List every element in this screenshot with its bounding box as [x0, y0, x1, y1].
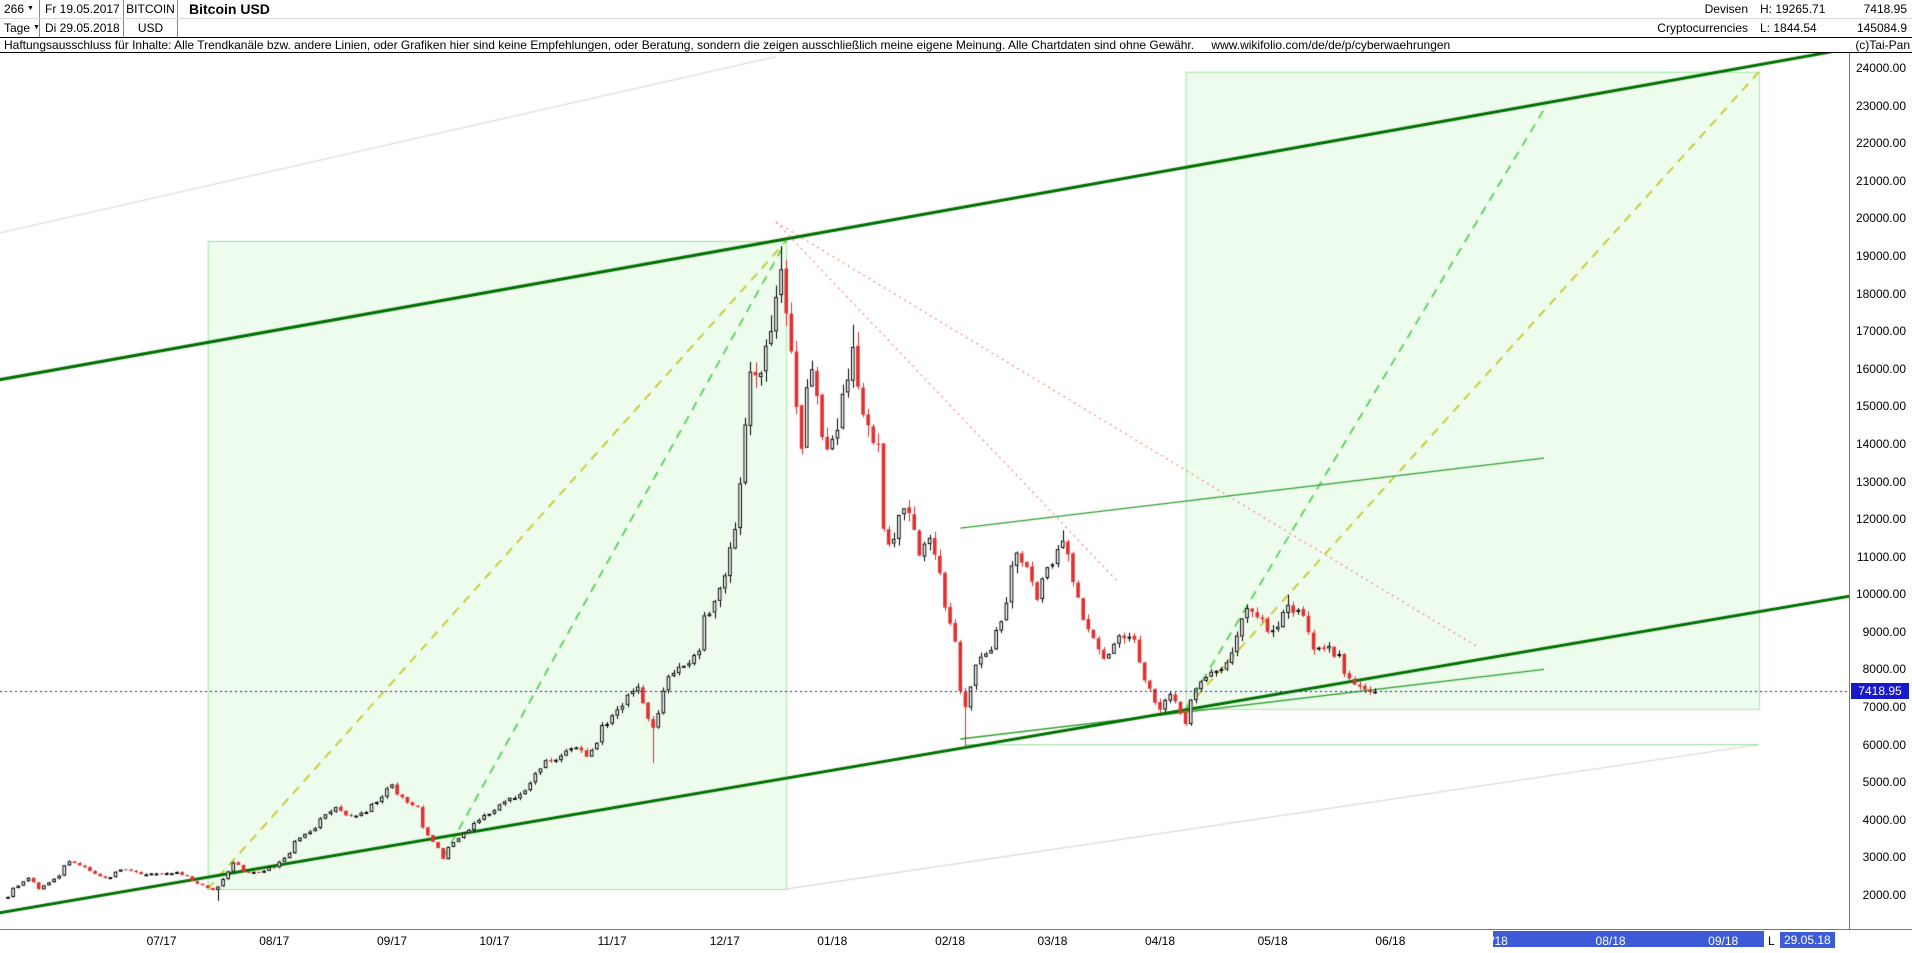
price-axis: 7418.95 24000.00 23000.00 22000.00 21000.00…	[1849, 53, 1911, 929]
timeframe-value: Tage	[4, 21, 31, 35]
y-axis-label: 13000.00	[1855, 474, 1906, 489]
first-date-value: Fr 19.05.2017	[45, 2, 120, 16]
y-axis-label: 15000.00	[1855, 399, 1906, 414]
x-axis-label: 01/18	[817, 934, 848, 948]
x-axis-label: 02/18	[935, 934, 966, 948]
period-low-label: L: 1844.54	[1760, 21, 1817, 35]
first-date-field[interactable]: Fr 19.05.2017	[40, 0, 124, 18]
y-axis-label: 22000.00	[1855, 136, 1906, 151]
last-price-badge: 7418.95	[1851, 683, 1909, 700]
x-axis-label: 09/17	[376, 934, 408, 948]
y-axis-label: 8000.00	[1862, 662, 1906, 677]
y-axis-label: 6000.00	[1862, 737, 1906, 752]
y-axis-label: 19000.00	[1855, 248, 1906, 263]
chart-title: Bitcoin USD	[178, 0, 270, 18]
y-axis-label: 3000.00	[1862, 850, 1906, 865]
toolbar: 266 ▼ Fr 19.05.2017 BITCOIN Bitcoin USD …	[0, 0, 1912, 38]
y-axis-label: 10000.00	[1855, 587, 1906, 602]
chevron-down-icon: ▼	[27, 5, 34, 12]
y-axis-label: 24000.00	[1855, 61, 1906, 75]
last-date-value: Di 29.05.2018	[45, 21, 120, 35]
volume-value: 145084.9	[1856, 21, 1907, 35]
bars-count-value: 266	[4, 2, 25, 16]
x-axis-label: 09/18	[1708, 934, 1739, 948]
disclaimer-link[interactable]: www.wikifolio.com/de/de/p/cyberwaehrunge…	[1211, 38, 1451, 52]
last-date-field[interactable]: Di 29.05.2018	[40, 19, 124, 37]
last-date-badge: 29.05.18	[1780, 932, 1835, 948]
instrument-info-row-2: Cryptocurrencies L: 1844.54 145084.9	[1626, 19, 1912, 37]
toolbar-row-1: 266 ▼ Fr 19.05.2017 BITCOIN Bitcoin USD …	[0, 0, 1912, 19]
chevron-down-icon: ▼	[33, 24, 40, 31]
date-axis: L 29.05.18 07/17 08/17 09/17 10/17 11/17 12/1…	[0, 929, 1912, 953]
symbol-label: BITCOIN	[124, 0, 178, 18]
x-axis-label: 08/18	[1595, 934, 1626, 948]
last-bar-marker: L	[1768, 934, 1775, 948]
x-axis-label: 08/17	[259, 934, 290, 948]
x-axis-label: 12/17	[709, 934, 740, 948]
y-axis-label: 5000.00	[1862, 775, 1906, 790]
candlestick-chart-canvas[interactable]	[0, 53, 1849, 929]
x-axis-label: 11/17	[597, 934, 627, 948]
y-axis-label: 14000.00	[1855, 436, 1906, 451]
y-axis-label: 18000.00	[1855, 286, 1906, 301]
symbol-text: BITCOIN	[126, 2, 175, 16]
disclaimer-text: Haftungsausschluss für Inhalte: Alle Tre…	[4, 38, 1195, 52]
x-axis-label: 04/18	[1144, 934, 1176, 948]
x-axis-label: 05/18	[1257, 934, 1288, 948]
y-axis-label: 2000.00	[1862, 888, 1906, 902]
future-period-highlight	[1492, 931, 1765, 947]
group-label: Cryptocurrencies	[1657, 21, 1748, 35]
y-axis-label: 11000.00	[1856, 549, 1906, 564]
y-axis-label: 9000.00	[1862, 624, 1906, 639]
x-axis-label: 07/18	[1477, 934, 1508, 948]
currency-label: USD	[124, 19, 178, 37]
currency-text: USD	[137, 21, 164, 35]
y-axis-label: 4000.00	[1862, 812, 1906, 827]
disclaimer-bar: Haftungsausschluss für Inhalte: Alle Tre…	[0, 38, 1912, 53]
x-axis-label: 07/17	[146, 934, 177, 948]
last-price-value: 7418.95	[1863, 2, 1907, 16]
y-axis-label: 7000.00	[1862, 700, 1906, 715]
y-axis-label: 23000.00	[1855, 98, 1906, 113]
timeframe-dropdown[interactable]: Tage ▼	[0, 19, 40, 37]
period-high-label: H: 19265.71	[1760, 2, 1826, 16]
bars-count-dropdown[interactable]: 266 ▼	[0, 0, 40, 18]
chart-area: 7418.95 24000.00 23000.00 22000.00 21000.00…	[0, 53, 1912, 953]
y-axis-label: 17000.00	[1855, 324, 1906, 339]
chart-title-text: Bitcoin USD	[189, 1, 270, 17]
y-axis-label: 12000.00	[1855, 512, 1906, 527]
y-axis-label: 21000.00	[1855, 173, 1906, 188]
y-axis-label: 20000.00	[1855, 211, 1906, 226]
instrument-info-row-1: Devisen H: 19265.71 7418.95	[1626, 0, 1912, 18]
category-label: Devisen	[1704, 2, 1748, 16]
title-spacer	[178, 19, 189, 37]
x-axis-label: 03/18	[1037, 934, 1068, 948]
y-axis-label: 16000.00	[1855, 361, 1906, 376]
x-axis-label: 06/18	[1375, 934, 1406, 948]
toolbar-row-2: Tage ▼ Di 29.05.2018 USD Cryptocurrencie…	[0, 19, 1912, 37]
x-axis-label: 10/17	[479, 934, 510, 948]
copyright-label: (c)Tai-Pan	[1855, 38, 1910, 52]
